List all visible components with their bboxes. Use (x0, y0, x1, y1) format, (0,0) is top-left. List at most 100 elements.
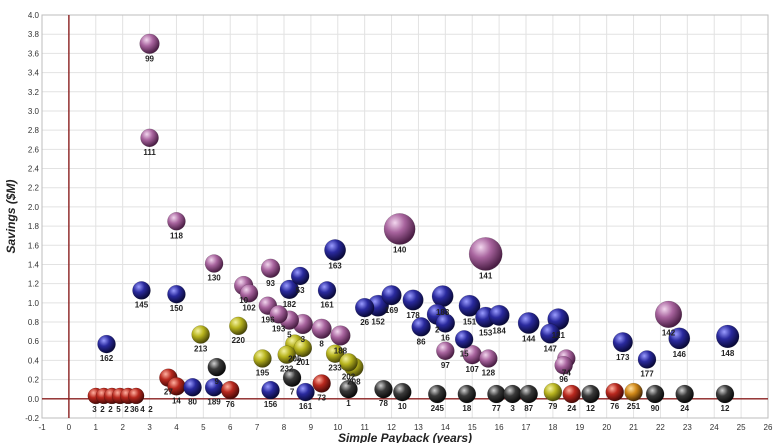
bubble-label-80: 80 (188, 397, 197, 406)
bubble-178 (402, 289, 424, 311)
x-tick-label: 4 (174, 423, 179, 432)
bubble-label-74: 74 (562, 369, 571, 378)
bubble-label-87: 87 (524, 404, 533, 413)
x-tick-label: 16 (495, 423, 504, 432)
x-tick-label: 6 (228, 423, 233, 432)
bubble-7 (282, 368, 302, 387)
bubble-141 (468, 237, 503, 271)
y-tick-label: 0.2 (28, 376, 40, 385)
bubble-label-79: 79 (548, 402, 557, 411)
bubble-label-1: 1 (346, 399, 351, 408)
bubble-145 (132, 281, 151, 300)
bubble-220 (229, 316, 248, 336)
bubble-label-153: 153 (479, 329, 493, 338)
bubble-184 (488, 304, 510, 326)
bubble-142 (654, 300, 683, 328)
x-tick-label: 24 (710, 423, 719, 432)
y-tick-label: 3.0 (28, 107, 40, 116)
cluster-label: 2 (108, 405, 113, 414)
bubble-182 (279, 279, 300, 300)
bubble-label-26: 26 (360, 318, 369, 327)
bubble-97 (436, 341, 455, 361)
y-tick-label: 4.0 (28, 11, 40, 20)
bubble-77 (487, 384, 506, 404)
bubble-label-90: 90 (651, 404, 660, 413)
bubble-label-177: 177 (640, 369, 654, 378)
gridlines (41, 14, 769, 419)
y-tick-label: 0.0 (28, 395, 40, 404)
cluster-label: 2 (124, 405, 129, 414)
y-tick-label: 1.6 (28, 241, 40, 250)
bubble-label-102: 102 (242, 303, 256, 312)
bubble-label-184: 184 (492, 327, 506, 336)
bubble-label-128: 128 (482, 369, 496, 378)
bubble-111 (140, 128, 159, 148)
y-tick-label: -0.2 (25, 414, 39, 423)
bubble-177 (637, 350, 657, 369)
bubble-label-141: 141 (479, 272, 493, 281)
bubble-label-163: 163 (328, 262, 342, 271)
bubble-label-10: 10 (398, 402, 407, 411)
bubble-label-205: 205 (288, 355, 302, 364)
y-tick-label: 3.8 (28, 30, 40, 39)
bubble-label-245: 245 (431, 404, 445, 413)
cluster-label: 2 (148, 405, 153, 414)
bubble-label-18: 18 (462, 404, 471, 413)
bubble-label-9: 9 (215, 377, 220, 386)
bubble-label-220: 220 (232, 336, 246, 345)
x-tick-label: 20 (602, 423, 611, 432)
bubble-161 (296, 382, 315, 402)
bubble-label-151: 151 (463, 317, 477, 326)
bubble-73 (312, 374, 331, 393)
bubble-label-93: 93 (266, 279, 275, 288)
x-tick-label: 10 (333, 423, 342, 432)
x-tick-label: -1 (38, 423, 46, 432)
y-tick-label: 3.2 (28, 88, 40, 97)
bubble-label-3: 3 (510, 404, 515, 413)
bubble-label-193: 193 (272, 324, 286, 333)
bubble-label-169: 169 (385, 306, 399, 315)
bubble-233 (325, 344, 345, 363)
bubble-3 (503, 384, 522, 404)
x-tick-label: 7 (255, 423, 260, 432)
bubble-label-86: 86 (417, 337, 426, 346)
plot-border (41, 14, 769, 419)
bubble-232 (277, 345, 296, 364)
bubble-label-24: 24 (680, 404, 689, 413)
bubble-label-78: 78 (379, 399, 388, 408)
bubble-146 (668, 327, 691, 350)
y-tick-label: 0.6 (28, 337, 40, 346)
bubble-label-208: 208 (347, 378, 361, 387)
y-tick-label: 2.0 (28, 203, 40, 212)
bubble-53 (290, 266, 310, 286)
x-tick-label: 14 (441, 423, 450, 432)
cluster-label: 2 (100, 405, 105, 414)
y-axis-title: Savings ($M) (4, 179, 18, 253)
bubble-label-161: 161 (299, 402, 313, 411)
bubble-163 (324, 239, 346, 261)
bubble-151 (458, 294, 481, 317)
bubble-label-201: 201 (296, 358, 310, 367)
bubble-140 (383, 213, 416, 245)
bubble-label-8: 8 (319, 340, 324, 349)
bubble-99 (139, 33, 160, 54)
bubble-label-145: 145 (135, 300, 149, 309)
bubble-130 (204, 254, 224, 273)
bubble-24 (675, 384, 694, 404)
bubble-148 (716, 324, 740, 349)
x-tick-label: 3 (147, 423, 152, 432)
y-tick-label: 1.0 (28, 299, 40, 308)
bubble-161 (317, 281, 337, 300)
bubble-156 (261, 380, 280, 400)
bubble-24 (562, 384, 581, 404)
bubble-90 (645, 384, 665, 404)
x-tick-label: 9 (309, 423, 314, 432)
bubble-79 (543, 382, 563, 402)
bubble-label-12: 12 (721, 404, 730, 413)
bubble-18 (457, 384, 477, 404)
bubble-12 (581, 384, 600, 404)
bubble-26 (354, 297, 375, 318)
bubble-8 (311, 318, 332, 339)
bubble-188 (330, 325, 351, 346)
y-tick-label: 3.4 (28, 69, 40, 78)
